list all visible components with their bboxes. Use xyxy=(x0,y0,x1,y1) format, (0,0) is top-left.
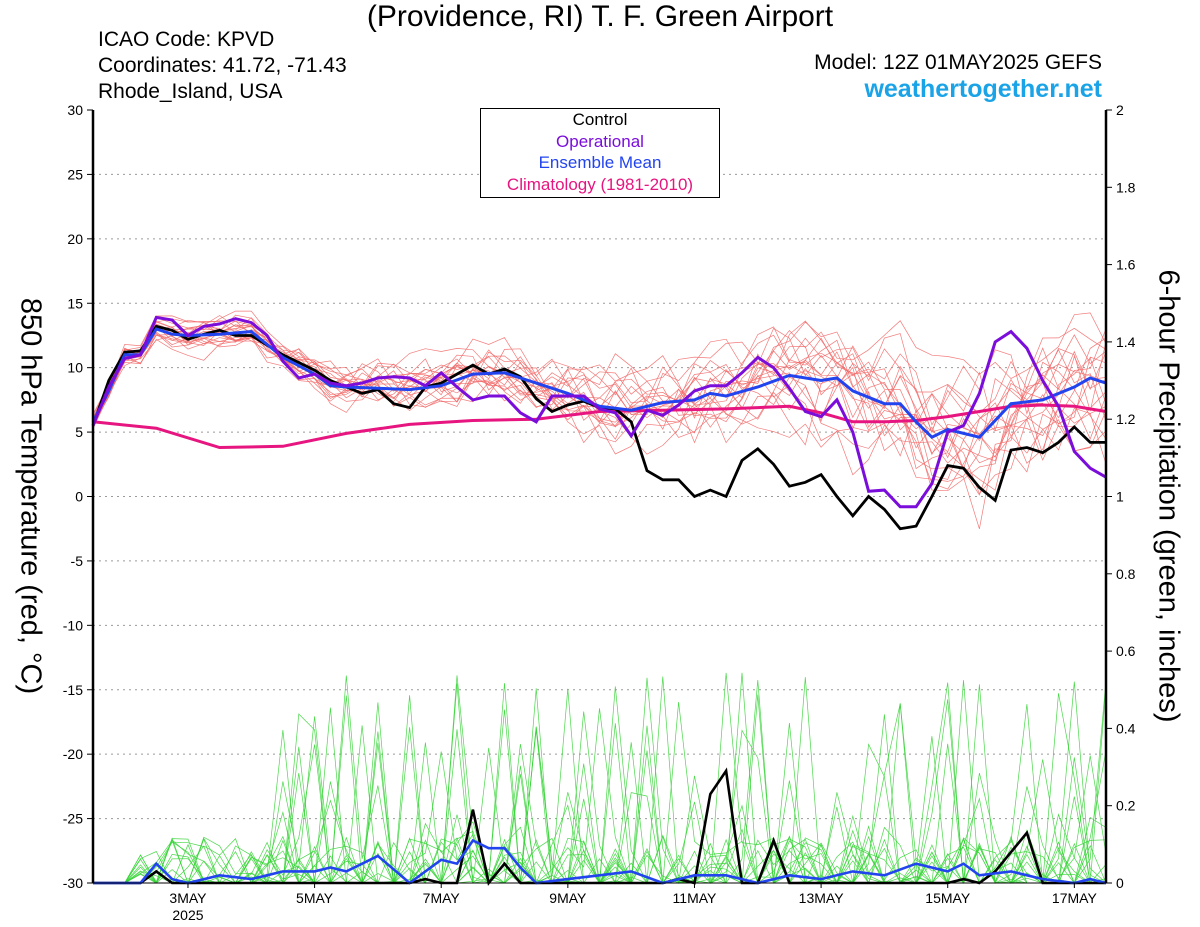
precip-member-line xyxy=(93,774,1106,884)
main-series xyxy=(91,315,1107,886)
region: Rhode_Island, USA xyxy=(98,80,283,103)
legend-operational: Operational xyxy=(556,131,644,151)
y-tick-label-right: 1.6 xyxy=(1116,257,1136,273)
x-tick-label: 3MAY xyxy=(169,890,207,906)
y-tick-label-left: 25 xyxy=(67,166,83,182)
precip-member-line xyxy=(93,684,1107,885)
y-tick-label-right: 1.2 xyxy=(1116,411,1136,427)
y-axis-label-left: 850 hPa Temperature (red, °C) xyxy=(14,297,47,695)
temp-member-line xyxy=(92,324,1107,461)
y-tick-label-right: 0.4 xyxy=(1116,720,1136,736)
grid-lines xyxy=(93,173,1106,820)
y-tick-label-left: -10 xyxy=(63,617,83,633)
temp-control-line xyxy=(91,324,1106,531)
y-tick-label-right: 0.2 xyxy=(1116,798,1136,814)
y-tick-label-left: 20 xyxy=(67,231,83,247)
temp-ensemble-mean-line xyxy=(91,327,1107,440)
y-tick-label-right: 0.6 xyxy=(1116,643,1136,659)
temp-climatology-line xyxy=(92,403,1107,450)
y-tick-label-right: 0 xyxy=(1116,875,1124,891)
legend-control: Control xyxy=(572,110,628,129)
y-tick-label-left: -25 xyxy=(63,811,83,827)
y-tick-label-left: 5 xyxy=(75,424,83,440)
precip-member-line xyxy=(93,694,1107,884)
temp-member-line xyxy=(92,320,1107,459)
temp-member-line xyxy=(92,310,1107,492)
icao-code: ICAO Code: KPVD xyxy=(98,28,275,51)
y-tick-label-right: 1 xyxy=(1116,489,1124,505)
x-tick-label: 9MAY xyxy=(549,890,587,906)
x-tick-label: 15MAY xyxy=(925,890,971,906)
x-tick-sublabel: 2025 xyxy=(172,907,203,923)
y-tick-label-right: 1.8 xyxy=(1116,179,1136,195)
x-tick-label: 5MAY xyxy=(296,890,334,906)
precip-member-line xyxy=(93,686,1107,885)
precip-members xyxy=(93,672,1107,885)
legend: Control Operational Ensemble Mean Climat… xyxy=(480,108,720,198)
coordinates: Coordinates: 41.72, -71.43 xyxy=(98,54,347,77)
legend-ensemble-mean: Ensemble Mean xyxy=(538,153,662,172)
precip-member-line xyxy=(93,682,1107,884)
temp-member-line xyxy=(92,318,1107,476)
y-tick-label-left: -20 xyxy=(63,746,83,762)
site-link[interactable]: weathertogether.net xyxy=(864,75,1102,103)
legend-climatology: Climatology (1981-2010) xyxy=(506,174,694,194)
x-tick-label: 11MAY xyxy=(673,890,717,906)
y-tick-label-left: -5 xyxy=(71,553,84,569)
y-tick-label-right: 0.8 xyxy=(1116,566,1136,582)
y-tick-label-left: 15 xyxy=(67,295,83,311)
temp-member-line xyxy=(92,332,1107,453)
temp-operational-line xyxy=(91,315,1107,509)
y-tick-label-left: -30 xyxy=(63,875,83,891)
temp-member-line xyxy=(92,325,1107,480)
y-axis-label-right: 6-hour Precipitation (green, inches) xyxy=(1152,269,1185,723)
y-tick-label-right: 2 xyxy=(1116,102,1124,118)
temp-member-line xyxy=(92,321,1107,471)
precip-ensemble-mean-line xyxy=(93,838,1107,885)
precip-member-line xyxy=(93,683,1106,884)
y-tick-label-left: 0 xyxy=(75,489,83,505)
y-tick-label-left: 30 xyxy=(67,102,83,118)
precip-member-line xyxy=(93,688,1106,885)
temp-member-line xyxy=(92,325,1107,436)
tick-labels: 302520151050-5-10-15-20-25-3021.81.61.41… xyxy=(63,102,1136,923)
precip-member-line xyxy=(93,699,1107,885)
y-tick-label-left: 10 xyxy=(67,360,83,376)
model-run: Model: 12Z 01MAY2025 GEFS xyxy=(814,51,1102,74)
axes xyxy=(87,109,1112,888)
x-tick-label: 7MAY xyxy=(423,890,461,906)
y-tick-label-right: 1.4 xyxy=(1116,334,1136,350)
y-tick-label-left: -15 xyxy=(63,682,83,698)
x-tick-label: 17MAY xyxy=(1052,890,1098,906)
chart-title: (Providence, RI) T. F. Green Airport xyxy=(366,0,834,33)
x-tick-label: 13MAY xyxy=(799,890,845,906)
